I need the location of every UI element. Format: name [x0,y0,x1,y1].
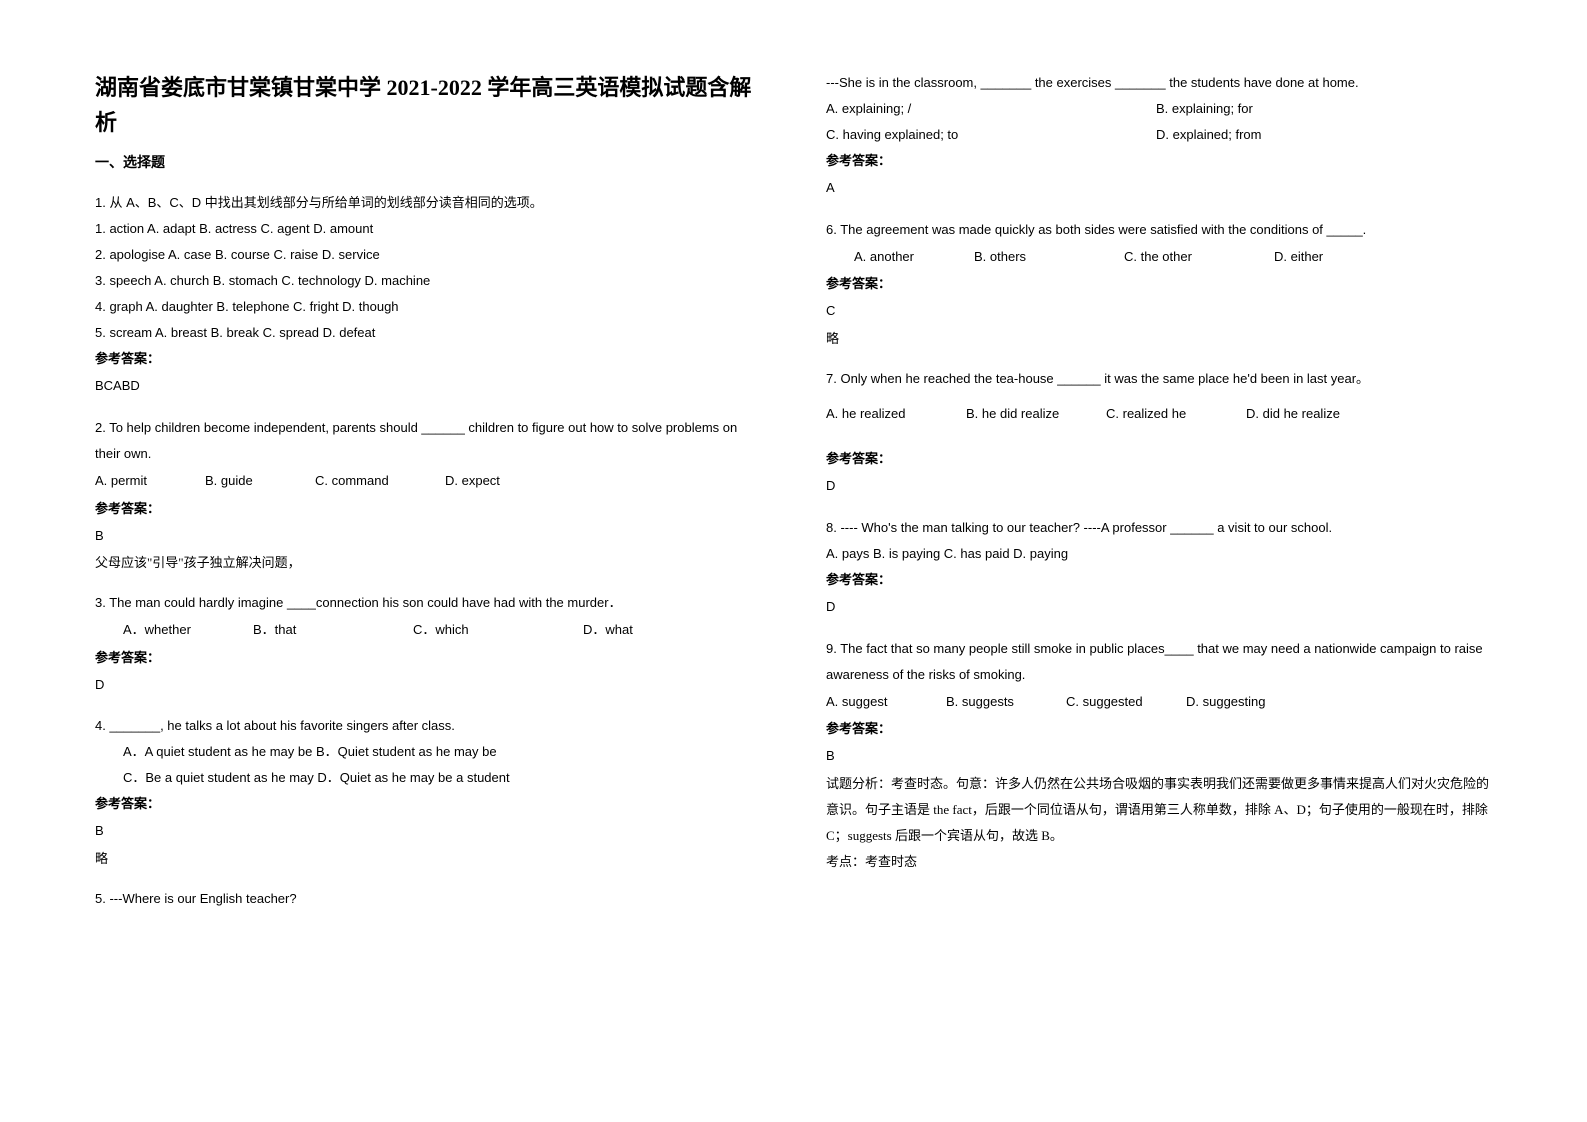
q3-options: A．whether B．that C．which D．what [95,616,766,645]
q9-stem: 9. The fact that so many people still sm… [826,636,1497,688]
q7-answer: D [826,472,1497,501]
q5-answer: A [826,174,1497,203]
q6-answer-label: 参考答案： [826,271,1497,297]
q1-line-2: 2. apologise A. case B. course C. raise … [95,242,766,268]
q8-answer-label: 参考答案： [826,567,1497,593]
q1-line-4: 4. graph A. daughter B. telephone C. fri… [95,294,766,320]
question-1: 1. 从 A、B、C、D 中找出其划线部分与所给单词的划线部分读音相同的选项。 … [95,190,766,401]
q6-stem: 6. The agreement was made quickly as bot… [826,217,1497,243]
q2-explain: 父母应该"引导"孩子独立解决问题， [95,550,766,576]
q7-stem: 7. Only when he reached the tea-house __… [826,366,1497,392]
q2-opt-a: A. permit [95,467,205,496]
page-title: 湖南省娄底市甘棠镇甘棠中学 2021-2022 学年高三英语模拟试题含解析 [95,70,766,140]
q4-stem: 4. _______, he talks a lot about his fav… [95,713,766,739]
q9-options: A. suggest B. suggests C. suggested D. s… [826,688,1497,717]
q5-opt-d: D. explained; from [1156,122,1262,148]
q2-opt-d: D. expect [445,467,605,496]
q2-opt-b: B. guide [205,467,315,496]
left-column: 湖南省娄底市甘棠镇甘棠中学 2021-2022 学年高三英语模拟试题含解析 一、… [95,70,796,1092]
q5-opt-c: C. having explained; to [826,122,1156,148]
q7-opt-c: C. realized he [1106,400,1246,429]
q2-opt-c: C. command [315,467,445,496]
q1-answer-label: 参考答案： [95,346,766,372]
q5-opt-a: A. explaining; / [826,96,1156,122]
q9-opt-b: B. suggests [946,688,1066,717]
q4-opts-line1: A．A quiet student as he may be B．Quiet s… [95,739,766,765]
q2-stem: 2. To help children become independent, … [95,415,766,467]
q1-line-1: 1. action A. adapt B. actress C. agent D… [95,216,766,242]
q5-row1: A. explaining; / B. explaining; for [826,96,1497,122]
q7-opt-d: D. did he realize [1246,400,1340,429]
question-2: 2. To help children become independent, … [95,415,766,576]
q9-explain2: 考点：考查时态 [826,849,1497,875]
q2-options: A. permit B. guide C. command D. expect [95,467,766,496]
q3-stem: 3. The man could hardly imagine ____conn… [95,590,766,616]
q2-answer-label: 参考答案： [95,496,766,522]
q5-answer-label: 参考答案： [826,148,1497,174]
q6-answer: C [826,297,1497,326]
q2-answer: B [95,522,766,551]
q6-options: A. another B. others C. the other D. eit… [826,243,1497,272]
question-6: 6. The agreement was made quickly as bot… [826,217,1497,352]
q3-answer-label: 参考答案： [95,645,766,671]
q5-stem1: 5. ---Where is our English teacher? [95,886,766,912]
q6-opt-d: D. either [1274,243,1323,272]
q8-answer: D [826,593,1497,622]
q7-opt-b: B. he did realize [966,400,1106,429]
question-3: 3. The man could hardly imagine ____conn… [95,590,766,699]
q4-opts-line2: C．Be a quiet student as he may D．Quiet a… [95,765,766,791]
q3-opt-d: D．what [583,616,633,645]
q9-answer-label: 参考答案： [826,716,1497,742]
q3-opt-b: B．that [253,616,413,645]
q9-answer: B [826,742,1497,771]
q7-answer-label: 参考答案： [826,446,1497,472]
q4-answer-label: 参考答案： [95,791,766,817]
q6-opt-c: C. the other [1124,243,1274,272]
question-7: 7. Only when he reached the tea-house __… [826,366,1497,501]
q1-stem: 1. 从 A、B、C、D 中找出其划线部分与所给单词的划线部分读音相同的选项。 [95,190,766,216]
right-column: ---She is in the classroom, _______ the … [796,70,1497,1092]
q9-explain1: 试题分析：考查时态。句意：许多人仍然在公共场合吸烟的事实表明我们还需要做更多事情… [826,771,1497,849]
q8-options: A. pays B. is paying C. has paid D. payi… [826,541,1497,567]
question-4: 4. _______, he talks a lot about his fav… [95,713,766,872]
q5-stem2: ---She is in the classroom, _______ the … [826,70,1497,96]
q7-opt-a: A. he realized [826,400,966,429]
q6-explain: 略 [826,326,1497,352]
q3-opt-c: C．which [413,616,583,645]
q3-answer: D [95,671,766,700]
q9-opt-a: A. suggest [826,688,946,717]
q5-row2: C. having explained; to D. explained; fr… [826,122,1497,148]
q6-opt-a: A. another [854,243,974,272]
q4-answer: B [95,817,766,846]
q6-opt-b: B. others [974,243,1124,272]
q9-opt-c: C. suggested [1066,688,1186,717]
question-5: ---She is in the classroom, _______ the … [826,70,1497,203]
question-8: 8. ---- Who's the man talking to our tea… [826,515,1497,622]
q1-line-3: 3. speech A. church B. stomach C. techno… [95,268,766,294]
q4-explain: 略 [95,846,766,872]
q1-line-5: 5. scream A. breast B. break C. spread D… [95,320,766,346]
question-9: 9. The fact that so many people still sm… [826,636,1497,875]
q7-options: A. he realized B. he did realize C. real… [826,400,1497,429]
section-heading: 一、选择题 [95,152,766,172]
q8-stem: 8. ---- Who's the man talking to our tea… [826,515,1497,541]
q3-opt-a: A．whether [123,616,253,645]
q5-opt-b: B. explaining; for [1156,96,1253,122]
q9-opt-d: D. suggesting [1186,688,1266,717]
q1-answer: BCABD [95,372,766,401]
